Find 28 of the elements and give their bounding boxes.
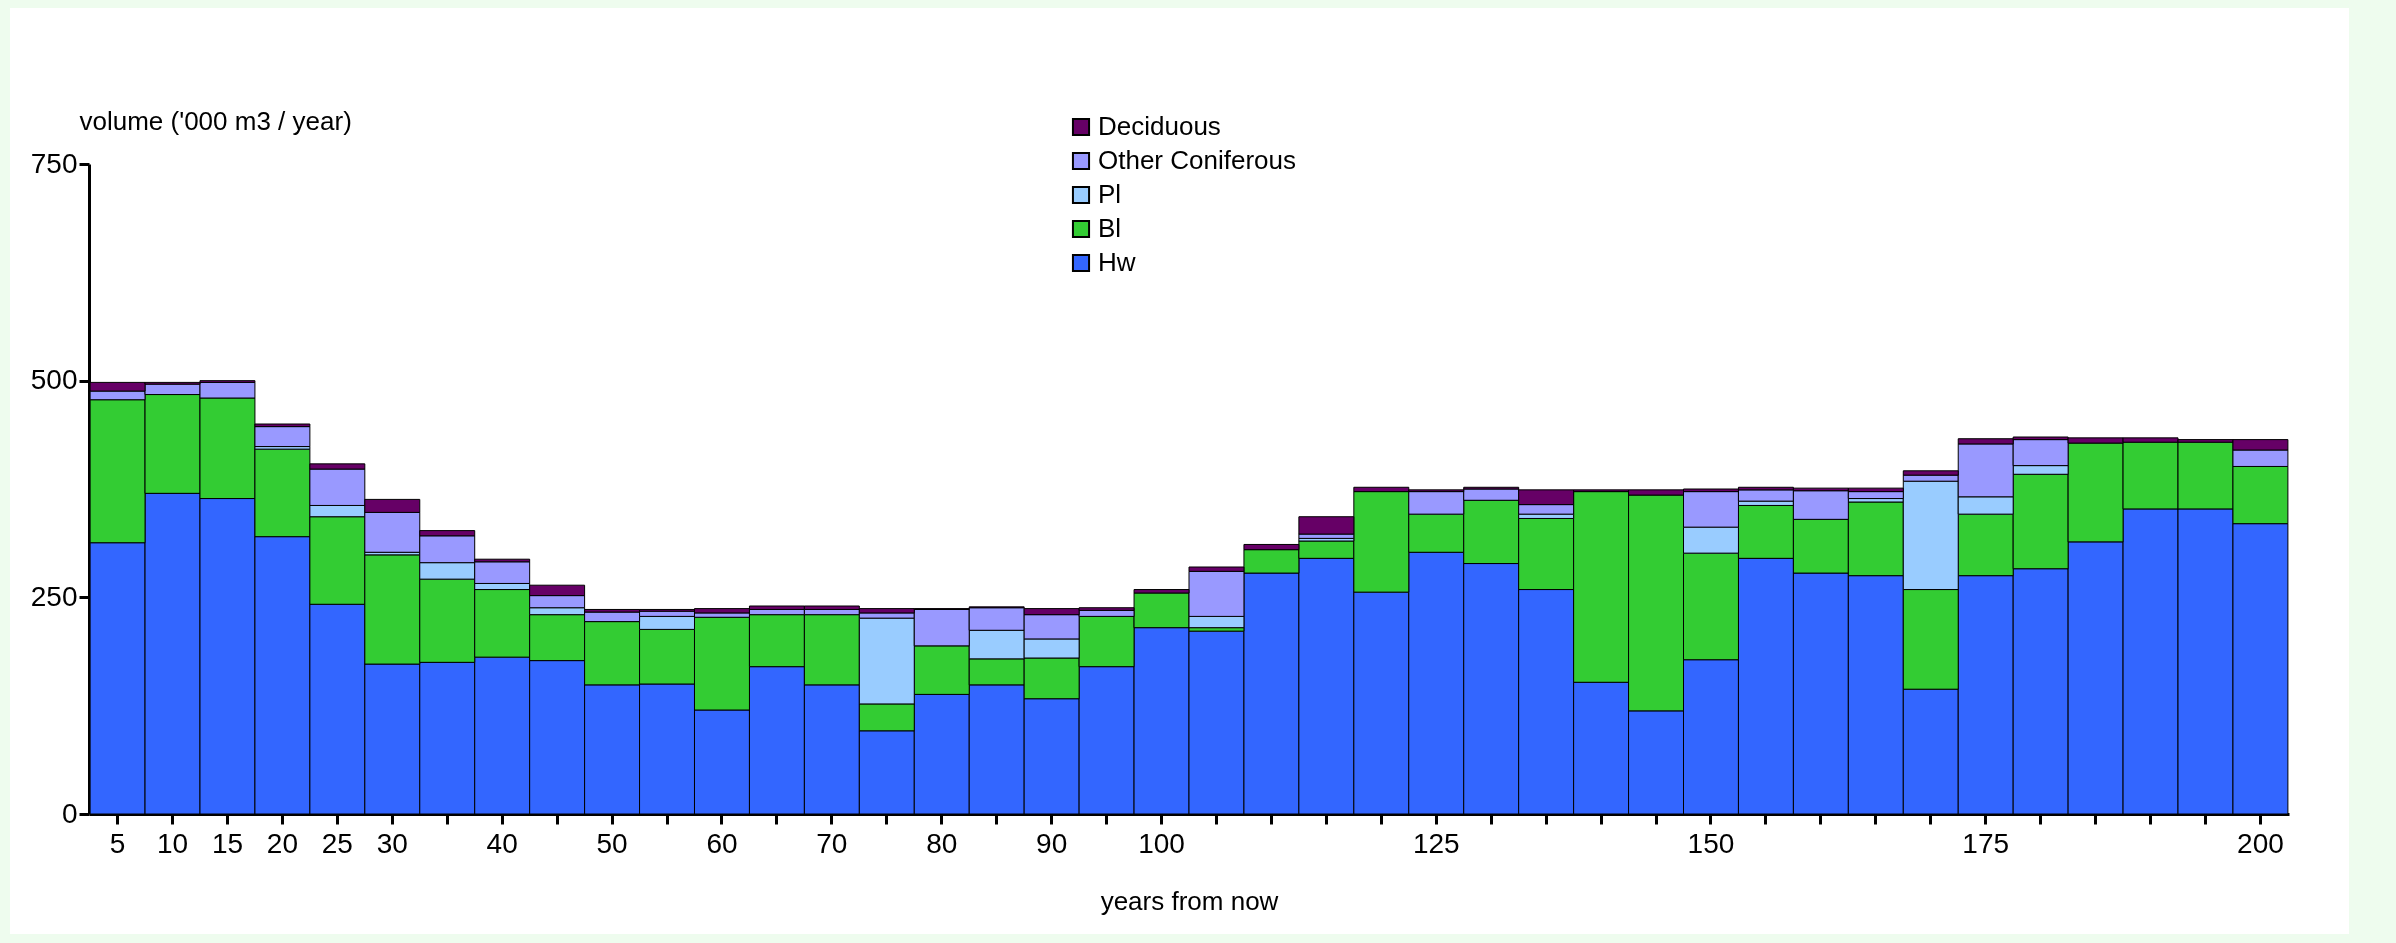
y-axis-title: volume ('000 m3 / year) — [79, 105, 352, 136]
legend-label: Pl — [1098, 179, 1122, 209]
legend-label: Deciduous — [1098, 111, 1221, 141]
x-tick-label: 200 — [2237, 827, 2284, 859]
x-tick-label: 25 — [321, 827, 353, 859]
x-tick-label: 10 — [156, 827, 189, 859]
x-tick-label: 100 — [1138, 827, 1185, 859]
x-tick-label: 5 — [109, 827, 126, 859]
y-tick-label: 500 — [30, 364, 78, 396]
x-tick-label: 125 — [1412, 827, 1460, 859]
x-tick-label: 30 — [376, 827, 408, 859]
y-tick-label: 0 — [61, 797, 78, 829]
x-axis-title: years from now — [1100, 885, 1279, 916]
x-tick-label: 90 — [1036, 827, 1068, 859]
legend-label: Other Coniferous — [1098, 145, 1296, 175]
legend-label: Bl — [1098, 213, 1122, 243]
x-tick-label: 50 — [596, 827, 628, 859]
x-tick-label: 70 — [816, 827, 848, 859]
x-tick-label: 60 — [706, 827, 738, 859]
x-tick-label: 150 — [1687, 827, 1735, 859]
x-tick-label: 80 — [926, 827, 958, 859]
x-tick-label: 20 — [266, 827, 298, 859]
y-tick-label: 750 — [30, 147, 78, 179]
legend-label: Hw — [1098, 247, 1136, 277]
x-tick-label: 175 — [1962, 827, 2010, 859]
y-tick-label: 250 — [30, 580, 78, 612]
x-tick-label: 40 — [486, 827, 518, 859]
x-tick-label: 15 — [211, 827, 244, 859]
